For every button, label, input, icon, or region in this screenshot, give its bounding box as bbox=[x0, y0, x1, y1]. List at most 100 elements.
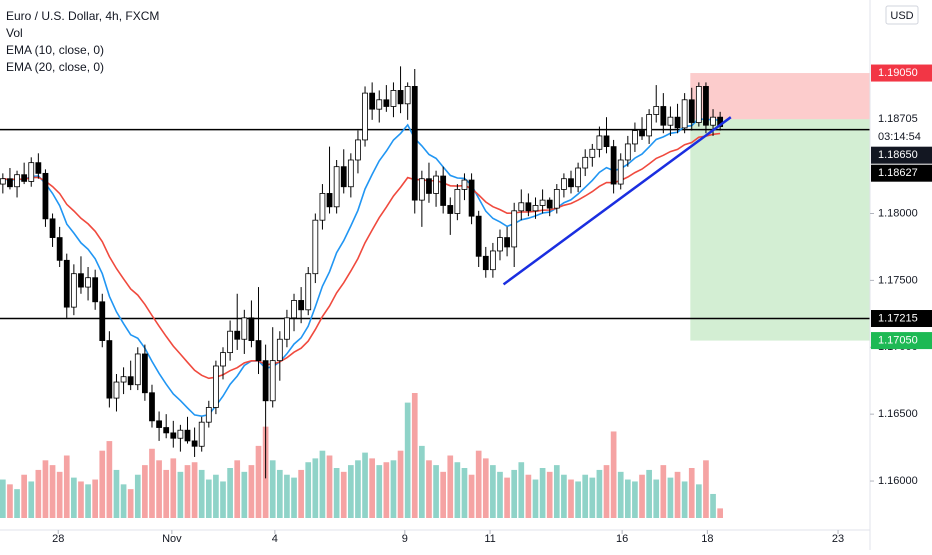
legend-item[interactable]: Euro / U.S. Dollar, 4h, FXCM bbox=[6, 9, 159, 23]
volume-bar bbox=[397, 450, 404, 518]
candle-body bbox=[582, 156, 589, 169]
candle-body bbox=[660, 106, 667, 126]
volume-bar bbox=[518, 462, 525, 518]
x-tick-label: 28 bbox=[52, 533, 64, 545]
legend-item[interactable]: EMA (10, close, 0) bbox=[6, 43, 104, 57]
candle-body bbox=[127, 376, 134, 386]
candle-body bbox=[347, 159, 354, 188]
candle-body bbox=[14, 174, 20, 188]
volume-bar bbox=[198, 469, 205, 518]
volume-bar bbox=[433, 465, 439, 518]
ema-line bbox=[2, 132, 721, 380]
candle-body bbox=[553, 189, 560, 209]
volume-bar bbox=[454, 462, 461, 518]
candle-body bbox=[248, 317, 255, 341]
volume-bar bbox=[419, 445, 425, 518]
candle-body bbox=[674, 116, 681, 129]
volume-bar bbox=[42, 460, 49, 518]
countdown: 03:14:54 bbox=[878, 131, 921, 143]
volume-bar bbox=[255, 445, 262, 518]
candle-body bbox=[205, 407, 212, 423]
volume-bar bbox=[426, 460, 432, 518]
candle-body bbox=[695, 86, 702, 123]
volume-bar bbox=[220, 481, 226, 518]
volume-bar bbox=[227, 468, 233, 518]
volume-bar bbox=[504, 477, 510, 518]
currency-box[interactable] bbox=[885, 5, 919, 25]
volume-bar bbox=[177, 471, 184, 518]
volume-bar bbox=[646, 469, 652, 518]
price-label: 1.17050 bbox=[878, 334, 918, 346]
volume-bar bbox=[0, 479, 6, 518]
volume-bar bbox=[525, 474, 532, 518]
price-label-box bbox=[871, 164, 932, 182]
candle-body bbox=[262, 360, 269, 402]
trendline bbox=[502, 116, 732, 286]
candle-body bbox=[284, 317, 290, 340]
volume-bar bbox=[681, 481, 688, 518]
volume-bar bbox=[326, 455, 333, 518]
candle-body bbox=[532, 205, 539, 212]
candle-body bbox=[589, 148, 596, 158]
candle-body bbox=[255, 340, 262, 362]
candle-body bbox=[461, 179, 468, 190]
candle-body bbox=[99, 301, 106, 341]
candle-body bbox=[404, 86, 411, 105]
price-axis bbox=[870, 0, 932, 550]
candle-body bbox=[703, 86, 709, 126]
volume-bar bbox=[674, 471, 681, 518]
candle-body bbox=[191, 440, 198, 447]
volume-bar bbox=[653, 479, 660, 518]
volume-bar bbox=[99, 450, 106, 518]
volume-bar bbox=[78, 481, 84, 518]
candle-body bbox=[170, 432, 177, 439]
volume-bar bbox=[490, 465, 496, 518]
volume-bar bbox=[213, 474, 219, 518]
legend-item[interactable]: EMA (20, close, 0) bbox=[6, 60, 104, 74]
volume-bar bbox=[120, 484, 127, 518]
volume-bar bbox=[355, 460, 361, 518]
volume-bar bbox=[532, 479, 539, 518]
candle-body bbox=[624, 143, 631, 161]
candle-body bbox=[632, 130, 638, 145]
volume-bar bbox=[269, 460, 276, 518]
candle-body bbox=[92, 277, 99, 303]
price-label: 1.19050 bbox=[878, 67, 918, 79]
legend-item[interactable]: Vol bbox=[6, 26, 23, 40]
candle-body bbox=[482, 255, 489, 271]
candle-body bbox=[610, 146, 617, 185]
candle-body bbox=[539, 199, 546, 206]
volume-bar bbox=[234, 460, 241, 518]
candle-body bbox=[227, 330, 233, 354]
volume-bar bbox=[63, 455, 70, 518]
candle-body bbox=[525, 202, 532, 212]
candle-body bbox=[241, 317, 248, 340]
candle-body bbox=[568, 178, 574, 188]
candle-body bbox=[220, 352, 226, 367]
candle-body bbox=[291, 300, 297, 319]
volume-bar bbox=[703, 460, 709, 518]
volume-bar bbox=[49, 465, 56, 518]
candle-body bbox=[426, 178, 432, 194]
volume-bar bbox=[539, 468, 546, 518]
candle-body bbox=[156, 420, 162, 428]
volume-bar bbox=[333, 468, 340, 518]
candle-body bbox=[134, 353, 141, 386]
volume-bar bbox=[14, 489, 20, 518]
candle-body bbox=[106, 340, 113, 399]
price-label-box bbox=[871, 310, 932, 328]
candle-body bbox=[149, 392, 155, 422]
candle-body bbox=[305, 273, 312, 311]
y-tick-label: 1.17500 bbox=[878, 274, 918, 286]
candle-body bbox=[198, 421, 205, 447]
candle-body bbox=[177, 429, 184, 439]
volume-bar bbox=[156, 460, 162, 518]
candle-body bbox=[355, 139, 361, 161]
candle-body bbox=[35, 162, 42, 174]
price-label-box bbox=[871, 110, 932, 128]
candle-body bbox=[617, 159, 624, 185]
candle-body bbox=[213, 365, 219, 408]
price-label-box bbox=[871, 64, 932, 82]
candle-body bbox=[63, 259, 70, 308]
volume-bar bbox=[511, 469, 518, 518]
